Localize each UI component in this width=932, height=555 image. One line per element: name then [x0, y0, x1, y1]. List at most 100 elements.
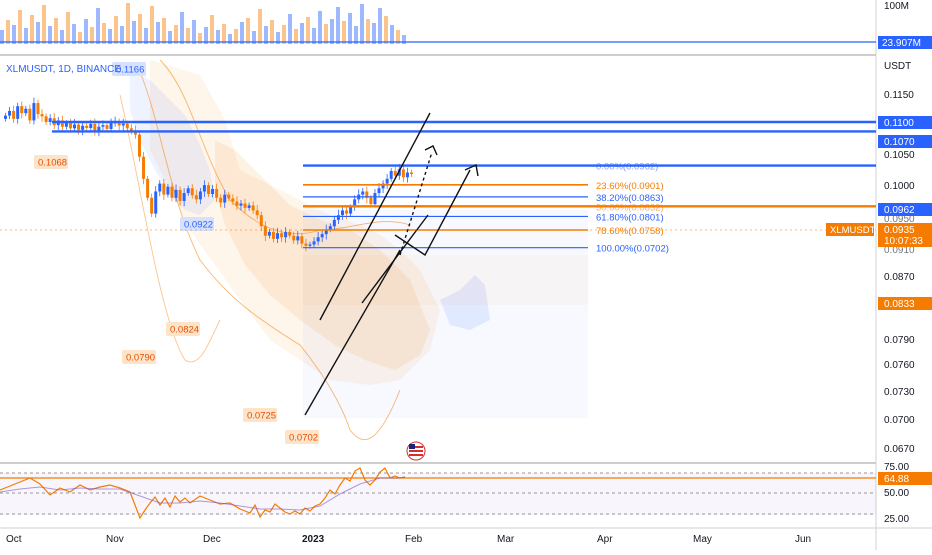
- candle-body: [93, 123, 97, 132]
- rsi-ma-line: [0, 476, 406, 511]
- candle-body: [405, 172, 409, 178]
- candle-body: [304, 243, 308, 246]
- vol-current-badge: [878, 36, 932, 49]
- channel-lower-line: [304, 249, 401, 416]
- countdown-timer: 10:07:33: [884, 236, 923, 247]
- candle-body: [340, 210, 344, 216]
- time-tick-mar: Mar: [497, 534, 515, 545]
- candle-body: [308, 244, 312, 246]
- swing-price-label: 0.1068: [38, 158, 67, 169]
- candle-body: [198, 191, 202, 200]
- time-tick-nov: Nov: [106, 534, 124, 545]
- candle-body: [324, 229, 328, 235]
- fib-level-label: 50.00%(0.0832): [596, 203, 664, 214]
- candle-body: [259, 215, 263, 227]
- candle-body: [60, 120, 64, 127]
- candle-body: [170, 186, 174, 198]
- candle-body: [280, 233, 284, 238]
- candle-body: [328, 226, 332, 230]
- time-tick-jun: Jun: [795, 534, 811, 545]
- candle-body: [117, 122, 121, 126]
- candle-body: [48, 118, 52, 122]
- us-flag-icon: [406, 441, 426, 461]
- vol-tick-100m: 100M: [884, 1, 909, 12]
- candle-body: [166, 186, 170, 195]
- candle-body: [349, 207, 353, 214]
- candle-body: [133, 130, 137, 135]
- rsi-tick-75: 75.00: [884, 462, 909, 473]
- fib-level-label: 0.00%(0.0962): [596, 162, 658, 173]
- fib-level-label: 23.60%(0.0901): [596, 181, 664, 192]
- candle-body: [389, 170, 393, 179]
- time-tick-dec: Dec: [203, 534, 221, 545]
- candle-body: [174, 189, 178, 198]
- candle-body: [410, 172, 413, 175]
- symbol-badge-text: XLMUSDT: [830, 225, 876, 236]
- candle-body: [345, 210, 349, 214]
- tick-0-1050: 0.1050: [884, 150, 915, 161]
- candle-body: [202, 185, 206, 192]
- candle-body: [178, 189, 182, 201]
- tick-0-0790: 0.0790: [884, 335, 915, 346]
- candle-body: [300, 236, 304, 244]
- candle-body: [397, 169, 401, 176]
- candle-body: [296, 236, 300, 241]
- candle-body: [36, 103, 40, 115]
- candle-body: [215, 188, 219, 198]
- tick-0-0950-partial: 0.0950: [884, 214, 915, 225]
- time-tick-feb: Feb: [405, 534, 423, 545]
- candle-body: [292, 235, 296, 241]
- vol-current-label: 23.907M: [882, 38, 921, 49]
- price-axis-title: USDT: [884, 61, 911, 72]
- last-price-badge: [878, 223, 932, 247]
- candle-body: [207, 185, 210, 195]
- candle-body: [284, 231, 288, 238]
- candle-body: [125, 123, 129, 129]
- candle-body: [385, 178, 389, 184]
- candle-body: [288, 231, 292, 236]
- candle-body: [109, 122, 113, 129]
- time-tick-may: May: [693, 534, 712, 545]
- candle-body: [64, 122, 68, 127]
- swing-price-label-bg: [34, 155, 68, 169]
- candle-body: [20, 106, 24, 114]
- candle-body: [369, 197, 373, 205]
- candle-body: [373, 193, 377, 205]
- fib-level-label: 38.20%(0.0863): [596, 193, 664, 204]
- candle-body: [44, 116, 48, 122]
- candle-body: [105, 125, 109, 129]
- candle-body: [121, 123, 125, 126]
- swing-price-label-bg: [122, 350, 156, 364]
- rsi-value-badge: [878, 472, 932, 485]
- symbol-badge: [826, 223, 874, 236]
- arrow-head-1: [424, 145, 438, 156]
- candle-body: [361, 191, 365, 195]
- candle-body: [336, 215, 340, 220]
- candle-body: [316, 237, 320, 242]
- swing-price-label-bg: [180, 217, 214, 231]
- candle-body: [365, 191, 369, 198]
- rsi-tick-25: 25.00: [884, 514, 909, 525]
- candle-body: [332, 219, 336, 227]
- last-price-value: 0.0935: [884, 225, 915, 236]
- level-badge-0-0962: [878, 203, 932, 216]
- fib-level-label: 78.60%(0.0758): [596, 226, 664, 237]
- rsi-tick-50: 50.00: [884, 488, 909, 499]
- candle-body: [137, 134, 141, 157]
- swing-price-label: 0.0702: [289, 433, 318, 444]
- fib-level-label: 100.00%(0.0702): [596, 244, 669, 255]
- candle-body: [4, 115, 7, 119]
- arrow-head-2: [464, 163, 479, 177]
- swing-price-label-bg: [285, 430, 319, 444]
- time-tick-apr: Apr: [597, 534, 613, 545]
- time-tick-2023: 2023: [302, 534, 325, 545]
- candle-body: [247, 205, 251, 208]
- candle-body: [393, 170, 397, 176]
- channel-upper-line: [319, 112, 431, 321]
- candle-body: [150, 197, 154, 214]
- candle-body: [77, 124, 81, 130]
- candle-body: [129, 128, 133, 131]
- tick-0-0700: 0.0700: [884, 415, 915, 426]
- candle-body: [97, 126, 101, 132]
